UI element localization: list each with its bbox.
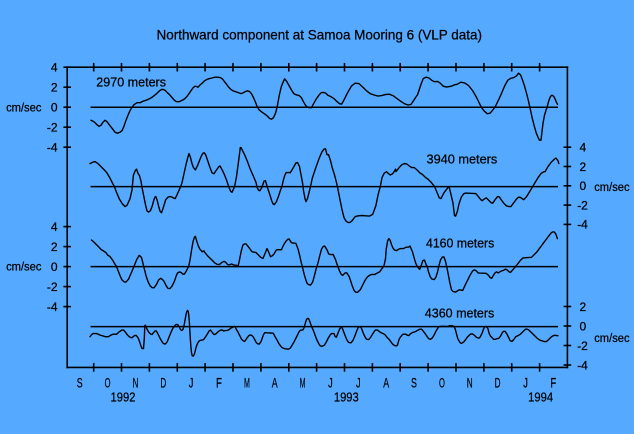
svg-text:2970 meters: 2970 meters [96, 74, 166, 89]
svg-text:A: A [383, 375, 389, 390]
svg-text:J: J [523, 375, 528, 390]
svg-text:O: O [439, 375, 445, 390]
svg-text:O: O [105, 375, 111, 390]
svg-text:-4: -4 [47, 141, 58, 155]
svg-text:-2: -2 [47, 280, 58, 294]
svg-text:N: N [467, 375, 473, 390]
svg-text:Northward component at Samoa M: Northward component at Samoa Mooring 6 (… [157, 28, 483, 43]
svg-text:cm/sec: cm/sec [594, 331, 629, 345]
svg-text:S: S [77, 375, 83, 390]
svg-text:J: J [189, 375, 194, 390]
svg-text:D: D [160, 375, 166, 390]
svg-text:M: M [244, 375, 250, 390]
svg-text:4: 4 [51, 220, 58, 234]
svg-text:M: M [300, 375, 306, 390]
svg-text:0: 0 [51, 260, 58, 274]
svg-text:0: 0 [580, 179, 587, 193]
svg-text:F: F [550, 375, 556, 390]
svg-text:-2: -2 [577, 198, 588, 212]
svg-text:0: 0 [580, 319, 587, 333]
svg-text:4360 meters: 4360 meters [425, 305, 495, 320]
svg-text:3940 meters: 3940 meters [427, 152, 498, 167]
svg-text:-4: -4 [47, 300, 58, 314]
svg-text:2: 2 [580, 300, 587, 314]
svg-text:F: F [216, 375, 222, 390]
svg-text:D: D [495, 375, 501, 390]
svg-text:-2: -2 [577, 339, 588, 353]
svg-text:J: J [328, 375, 333, 390]
svg-text:-4: -4 [577, 358, 588, 372]
svg-text:A: A [272, 375, 278, 390]
svg-text:4160 meters: 4160 meters [426, 236, 494, 251]
svg-text:0: 0 [51, 101, 58, 115]
svg-text:-2: -2 [47, 121, 58, 135]
svg-text:cm/sec: cm/sec [594, 180, 629, 194]
svg-text:-4: -4 [577, 218, 588, 232]
svg-text:1994: 1994 [528, 390, 553, 405]
svg-text:S: S [411, 375, 417, 390]
svg-text:2: 2 [51, 81, 58, 95]
svg-text:2: 2 [51, 240, 58, 254]
svg-text:cm/sec: cm/sec [6, 260, 41, 274]
svg-text:1992: 1992 [111, 390, 136, 405]
svg-text:cm/sec: cm/sec [6, 100, 41, 114]
svg-text:4: 4 [51, 61, 58, 75]
svg-text:J: J [356, 375, 361, 390]
svg-text:1993: 1993 [334, 390, 359, 405]
svg-text:4: 4 [580, 141, 587, 155]
svg-text:N: N [132, 375, 138, 390]
svg-text:2: 2 [580, 160, 587, 174]
